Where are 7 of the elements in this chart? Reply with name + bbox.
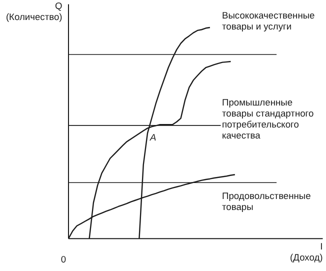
y-axis-title: Q (Количество) — [6, 1, 62, 22]
annotation: A — [149, 132, 156, 142]
text: I (Доход) — [290, 242, 323, 263]
text: 0 — [60, 254, 66, 264]
annotation: Продовольственные товары — [222, 191, 311, 212]
annotation: Промышленные товары стандартного потребительского качества — [222, 98, 314, 141]
annotation: Высококачественные товары и услуги — [222, 10, 315, 32]
